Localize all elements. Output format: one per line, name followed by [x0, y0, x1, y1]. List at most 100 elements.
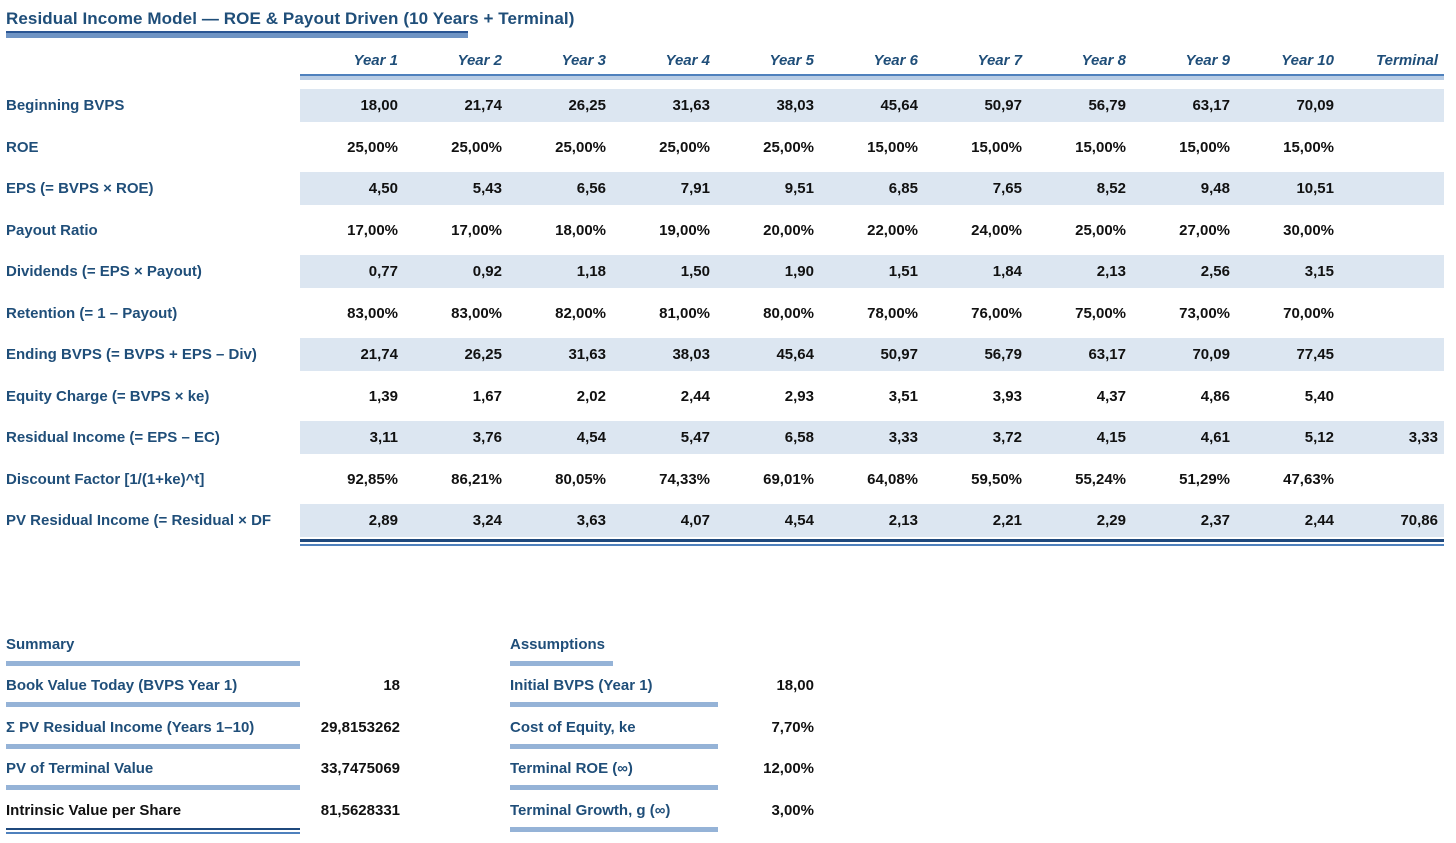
column-header: Year 5 [769, 52, 814, 69]
table-cell: 2,93 [784, 387, 814, 405]
table-cell: 82,00% [555, 304, 606, 322]
column-header: Year 3 [561, 52, 606, 69]
assumption-row-label: Cost of Equity, ke [510, 711, 718, 749]
assumptions-block: Assumptions Initial BVPS (Year 1) 18,00 … [510, 628, 1070, 836]
table-cell: 6,85 [820, 172, 924, 205]
table-cell: 25,00% [347, 138, 398, 156]
table-cell: 15,00% [1075, 138, 1126, 156]
table-cell [1340, 172, 1444, 205]
row-label: Residual Income (= EPS – EC) [6, 421, 300, 454]
summary-row-pv-terminal: PV of Terminal Value 33,7475069 [6, 752, 510, 790]
table-row: ROE 25,00% 25,00% 25,00% 25,00% 25,00% 15,00% 1… [6, 131, 1456, 164]
table-cell: 81,00% [659, 304, 710, 322]
table-cell: 3,63 [508, 504, 612, 537]
table-cell: 10,51 [1236, 172, 1340, 205]
table-cell [1340, 463, 1444, 496]
table-cell: 15,00% [971, 138, 1022, 156]
row-label: ROE [6, 131, 300, 164]
table-cell: 17,00% [347, 221, 398, 239]
summary-row-pv-residual: Σ PV Residual Income (Years 1–10) 29,815… [6, 711, 510, 749]
table-cell: 6,58 [716, 421, 820, 454]
table-cell [1340, 255, 1444, 288]
table-cell: 70,00% [1283, 304, 1334, 322]
table-cell: 21,74 [300, 338, 404, 371]
assumption-row-value: 12,00% [763, 760, 814, 777]
assumption-row-label: Terminal Growth, g (∞) [510, 794, 718, 832]
table-cell: 75,00% [1075, 304, 1126, 322]
table-cell: 18,00% [555, 221, 606, 239]
table-cell: 3,76 [404, 421, 508, 454]
table-cell: 1,90 [716, 255, 820, 288]
table-cell: 17,00% [451, 221, 502, 239]
row-label: Discount Factor [1/(1+ke)^t] [6, 463, 300, 496]
table-cell: 4,54 [716, 504, 820, 537]
row-label: Equity Charge (= BVPS × ke) [6, 380, 300, 413]
column-header: Year 1 [353, 52, 398, 69]
table-cell: 47,63% [1283, 470, 1334, 488]
table-cell: 19,00% [659, 221, 710, 239]
table-cell: 4,15 [1028, 421, 1132, 454]
table-row: Dividends (= EPS × Payout) 0,77 0,92 1,18 1,… [6, 255, 1456, 288]
table-bottom-double-rule [300, 538, 1444, 546]
table-cell: 3,11 [300, 421, 404, 454]
table-cell: 4,50 [300, 172, 404, 205]
table-cell [1340, 297, 1444, 330]
assumption-row-value: 18,00 [776, 677, 814, 694]
table-cell: 26,25 [508, 89, 612, 122]
table-cell: 3,93 [992, 387, 1022, 405]
table-cell: 3,24 [404, 504, 508, 537]
table-cell: 1,84 [924, 255, 1028, 288]
table-cell: 5,47 [612, 421, 716, 454]
table-cell: 4,07 [612, 504, 716, 537]
column-header: Year 7 [977, 52, 1022, 69]
table-cell: 45,64 [716, 338, 820, 371]
table-cell: 9,48 [1132, 172, 1236, 205]
table-cell: 21,74 [404, 89, 508, 122]
summary-row-value: 33,7475069 [320, 760, 400, 777]
assumption-row-terminal-roe: Terminal ROE (∞) 12,00% [510, 752, 1070, 790]
summary-row-value: 18 [383, 677, 400, 694]
table-row: Discount Factor [1/(1+ke)^t] 92,85% 86,21%… [6, 463, 1456, 496]
table-cell: 78,00% [867, 304, 918, 322]
table-cell: 20,00% [763, 221, 814, 239]
table-cell: 77,45 [1236, 338, 1340, 371]
table-row: Residual Income (= EPS – EC) 3,11 3,76 4,54… [6, 421, 1456, 454]
table-cell [1340, 131, 1444, 164]
table-cell [1340, 380, 1444, 413]
row-label: Retention (= 1 – Payout) [6, 297, 300, 330]
table-cell: 1,51 [820, 255, 924, 288]
table-cell: 5,40 [1304, 387, 1334, 405]
table-cell: 24,00% [971, 221, 1022, 239]
assumptions-heading: Assumptions [510, 628, 718, 666]
table-cell: 80,00% [763, 304, 814, 322]
assumption-row-initial-bvps: Initial BVPS (Year 1) 18,00 [510, 669, 1070, 707]
table-cell: 25,00% [1075, 221, 1126, 239]
summary-row-label: Σ PV Residual Income (Years 1–10) [6, 711, 300, 749]
table-cell: 7,91 [612, 172, 716, 205]
assumption-row-cost-of-equity: Cost of Equity, ke 7,70% [510, 711, 1070, 749]
table-cell: 38,03 [612, 338, 716, 371]
row-label: Ending BVPS (= BVPS + EPS – Div) [6, 338, 300, 371]
table-cell: 38,03 [716, 89, 820, 122]
table-cell: 63,17 [1132, 89, 1236, 122]
table-cell: 83,00% [451, 304, 502, 322]
table-cell: 63,17 [1028, 338, 1132, 371]
table-cell: 9,51 [716, 172, 820, 205]
column-header: Year 9 [1185, 52, 1230, 69]
table-row: Retention (= 1 – Payout) 83,00% 83,00% 82,0… [6, 297, 1456, 330]
table-cell: 55,24% [1075, 470, 1126, 488]
table-cell: 2,13 [820, 504, 924, 537]
table-cell: 83,00% [347, 304, 398, 322]
table-row: Beginning BVPS 18,00 21,74 26,25 31,63 38,03 4… [6, 89, 1456, 122]
table-cell [1340, 214, 1444, 247]
bottom-section: Summary Book Value Today (BVPS Year 1) 1… [6, 628, 1456, 836]
table-cell: 2,56 [1132, 255, 1236, 288]
table-cell: 25,00% [451, 138, 502, 156]
summary-heading-row: Summary [6, 628, 510, 666]
table-cell: 25,00% [763, 138, 814, 156]
table-cell: 8,52 [1028, 172, 1132, 205]
table-cell: 4,37 [1096, 387, 1126, 405]
table-cell: 2,21 [924, 504, 1028, 537]
table-cell: 1,67 [472, 387, 502, 405]
